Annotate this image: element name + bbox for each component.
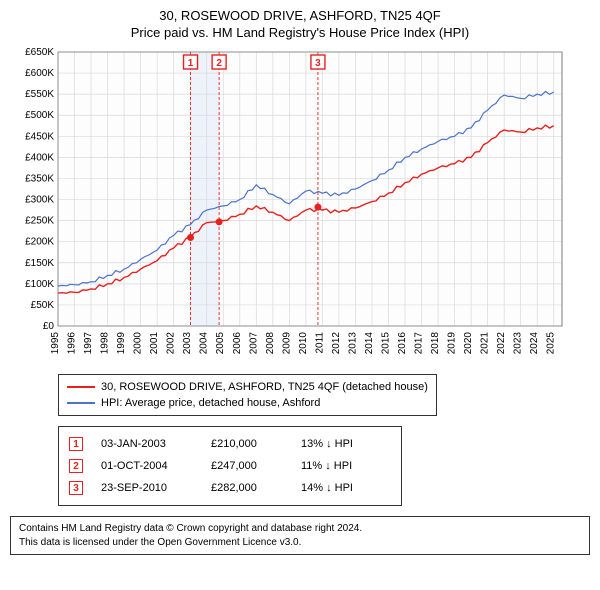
legend-label: 30, ROSEWOOD DRIVE, ASHFORD, TN25 4QF (d… <box>101 381 428 393</box>
event-row: 3 23-SEP-2010 £282,000 14% ↓ HPI <box>69 477 391 499</box>
svg-text:£0: £0 <box>43 321 55 332</box>
svg-text:1999: 1999 <box>116 332 127 355</box>
chart-container: { "title": "30, ROSEWOOD DRIVE, ASHFORD,… <box>0 0 600 561</box>
svg-text:2019: 2019 <box>447 332 458 355</box>
legend-label: HPI: Average price, detached house, Ashf… <box>101 397 320 409</box>
legend-swatch <box>67 402 95 404</box>
svg-text:3: 3 <box>315 58 321 69</box>
svg-text:2016: 2016 <box>397 332 408 355</box>
svg-text:2020: 2020 <box>463 332 474 355</box>
event-diff: 14% ↓ HPI <box>301 482 391 494</box>
svg-text:2002: 2002 <box>166 332 177 355</box>
svg-text:2011: 2011 <box>314 332 325 354</box>
svg-text:2000: 2000 <box>133 332 144 355</box>
svg-text:2013: 2013 <box>347 332 358 355</box>
event-price: £210,000 <box>211 438 301 450</box>
event-diff: 13% ↓ HPI <box>301 438 391 450</box>
svg-text:2009: 2009 <box>281 332 292 355</box>
svg-text:£500K: £500K <box>25 110 54 121</box>
svg-text:£300K: £300K <box>25 195 54 206</box>
svg-text:1998: 1998 <box>100 332 111 355</box>
legend-item: HPI: Average price, detached house, Ashf… <box>67 395 428 411</box>
event-diff: 11% ↓ HPI <box>301 460 391 472</box>
chart-plot: £0 £50K £100K £150K £200K £250K £300K £350K £400… <box>10 46 590 366</box>
svg-text:2010: 2010 <box>298 332 309 355</box>
svg-text:2017: 2017 <box>414 332 425 355</box>
event-row: 1 03-JAN-2003 £210,000 13% ↓ HPI <box>69 433 391 455</box>
event-marker-icon: 2 <box>69 459 83 473</box>
svg-text:£550K: £550K <box>25 89 54 100</box>
svg-text:£200K: £200K <box>25 237 54 248</box>
event-marker-icon: 3 <box>69 481 83 495</box>
svg-text:£400K: £400K <box>25 152 54 163</box>
svg-text:£450K: £450K <box>25 131 54 142</box>
svg-text:1996: 1996 <box>67 332 78 355</box>
svg-text:2018: 2018 <box>430 332 441 355</box>
svg-text:1997: 1997 <box>83 332 94 355</box>
footer-line: This data is licensed under the Open Gov… <box>19 536 581 550</box>
svg-text:£150K: £150K <box>25 258 54 269</box>
svg-text:£250K: £250K <box>25 216 54 227</box>
chart-subtitle: Price paid vs. HM Land Registry's House … <box>10 25 590 40</box>
svg-text:2: 2 <box>216 58 222 69</box>
svg-text:2021: 2021 <box>480 332 491 355</box>
event-row: 2 01-OCT-2004 £247,000 11% ↓ HPI <box>69 455 391 477</box>
svg-text:1: 1 <box>188 58 194 69</box>
chart-title: 30, ROSEWOOD DRIVE, ASHFORD, TN25 4QF <box>10 8 590 23</box>
svg-text:2007: 2007 <box>248 332 259 355</box>
svg-text:£600K: £600K <box>25 68 54 79</box>
svg-text:2012: 2012 <box>331 332 342 355</box>
svg-text:2014: 2014 <box>364 332 375 355</box>
event-date: 23-SEP-2010 <box>101 482 211 494</box>
svg-text:2001: 2001 <box>149 332 160 355</box>
svg-text:2023: 2023 <box>513 332 524 355</box>
svg-text:£650K: £650K <box>25 47 54 58</box>
event-date: 01-OCT-2004 <box>101 460 211 472</box>
footer-box: Contains HM Land Registry data © Crown c… <box>10 516 590 555</box>
svg-text:1995: 1995 <box>50 332 61 355</box>
event-marker-icon: 1 <box>69 437 83 451</box>
event-price: £247,000 <box>211 460 301 472</box>
chart-svg: £0 £50K £100K £150K £200K £250K £300K £350K £400… <box>10 46 570 366</box>
svg-text:2008: 2008 <box>265 332 276 355</box>
svg-text:2015: 2015 <box>380 332 391 355</box>
svg-text:£350K: £350K <box>25 173 54 184</box>
event-date: 03-JAN-2003 <box>101 438 211 450</box>
svg-text:2025: 2025 <box>546 332 557 355</box>
svg-text:£100K: £100K <box>25 279 54 290</box>
legend-item: 30, ROSEWOOD DRIVE, ASHFORD, TN25 4QF (d… <box>67 379 428 395</box>
event-price: £282,000 <box>211 482 301 494</box>
legend-box: 30, ROSEWOOD DRIVE, ASHFORD, TN25 4QF (d… <box>58 374 437 416</box>
footer-line: Contains HM Land Registry data © Crown c… <box>19 522 581 536</box>
svg-text:2004: 2004 <box>199 332 210 355</box>
svg-text:£50K: £50K <box>31 300 55 311</box>
events-box: 1 03-JAN-2003 £210,000 13% ↓ HPI 2 01-OC… <box>58 426 402 506</box>
svg-text:2003: 2003 <box>182 332 193 355</box>
svg-text:2022: 2022 <box>496 332 507 355</box>
svg-text:2005: 2005 <box>215 332 226 355</box>
svg-text:2024: 2024 <box>529 332 540 355</box>
svg-text:2006: 2006 <box>232 332 243 355</box>
legend-swatch <box>67 386 95 388</box>
